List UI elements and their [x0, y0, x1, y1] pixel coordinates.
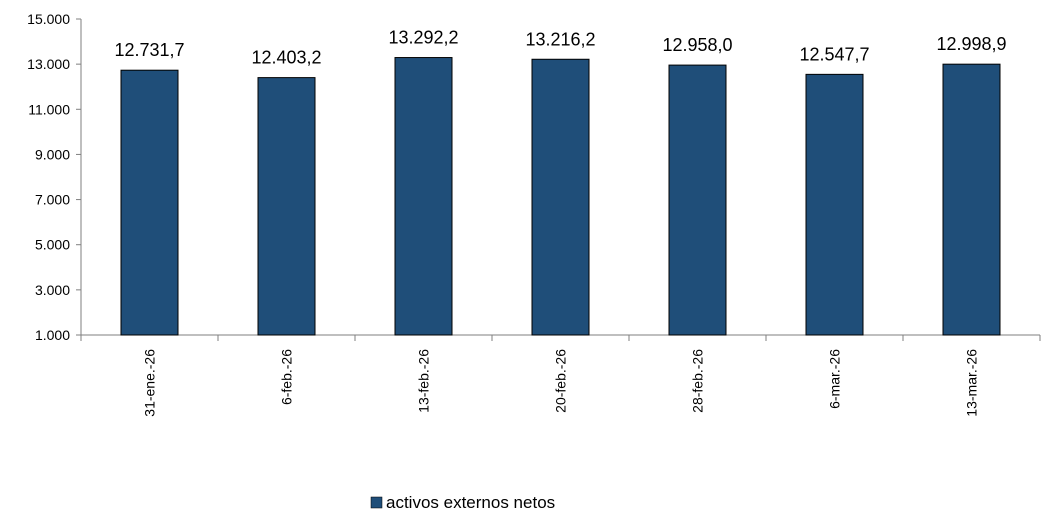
x-tick-label: 20-feb.-26 [553, 349, 569, 413]
bar [531, 58, 590, 336]
bar [257, 77, 316, 336]
y-tick-label: 15.000 [27, 11, 70, 27]
bar [668, 64, 727, 336]
data-label: 13.292,2 [388, 28, 458, 48]
legend-swatch [370, 496, 383, 509]
y-tick-label: 1.000 [35, 327, 70, 343]
data-label: 12.958,0 [662, 35, 732, 55]
x-tick-label: 13-feb.-26 [416, 349, 432, 413]
x-tick-label: 13-mar.-26 [964, 349, 980, 417]
bar [394, 57, 453, 336]
bars [120, 57, 1001, 336]
legend-label: activos externos netos [386, 493, 555, 511]
y-tick-label: 11.000 [28, 101, 70, 117]
x-tick-label: 31-ene.-26 [142, 349, 158, 417]
axes: 1.000 3.000 5.000 7.000 9.000 11.000 13.000 15.… [27, 11, 1041, 417]
legend: activos externos netos [370, 493, 555, 512]
data-labels: 12.731,7 12.403,2 13.292,2 13.216,2 12.958,0… [114, 28, 1006, 68]
data-label: 12.998,9 [936, 34, 1006, 54]
data-label: 12.731,7 [114, 40, 184, 60]
y-tick-label: 13.000 [27, 56, 70, 72]
x-tick-label: 28-feb.-26 [690, 349, 706, 413]
x-tick-label: 6-mar.-26 [827, 349, 843, 409]
y-tick-label: 7.000 [35, 192, 70, 208]
data-label: 12.547,7 [799, 44, 869, 64]
y-tick-label: 5.000 [35, 237, 70, 253]
data-label: 12.403,2 [251, 48, 321, 68]
data-label: 13.216,2 [525, 29, 595, 49]
y-tick-label: 3.000 [35, 282, 70, 298]
bar [120, 69, 179, 336]
bar [942, 63, 1001, 336]
bar [805, 73, 864, 336]
x-tick-label: 6-feb.-26 [279, 349, 295, 405]
y-tick-label: 9.000 [35, 146, 70, 162]
